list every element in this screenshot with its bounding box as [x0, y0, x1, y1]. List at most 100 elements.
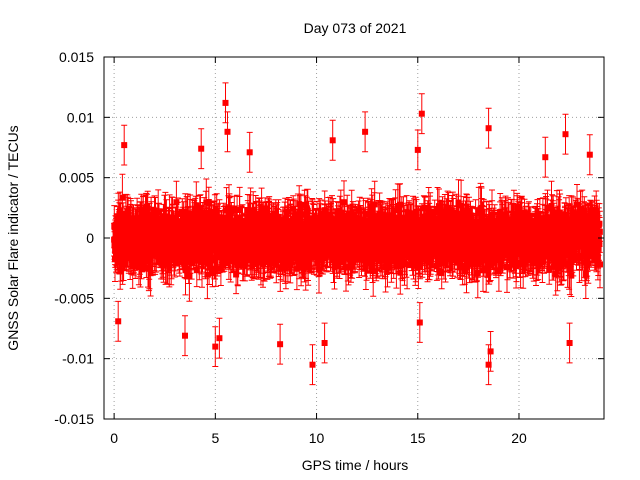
data-point — [312, 221, 319, 228]
data-point — [340, 229, 347, 236]
data-point — [222, 99, 229, 106]
data-point — [410, 233, 417, 240]
data-point — [462, 217, 469, 223]
data-point — [541, 241, 548, 248]
data-point — [209, 270, 216, 276]
data-point — [197, 204, 204, 211]
data-point — [487, 253, 494, 260]
data-point — [514, 204, 521, 210]
data-point — [280, 238, 287, 245]
data-point — [552, 271, 559, 277]
data-point — [238, 217, 245, 224]
data-point — [395, 221, 402, 228]
data-point — [282, 218, 289, 225]
data-point — [244, 214, 251, 221]
data-point — [225, 240, 232, 247]
data-point — [561, 260, 567, 267]
data-point — [484, 244, 491, 251]
data-point — [390, 223, 397, 230]
data-point — [349, 249, 356, 256]
axes: 0 5 10 15 20 -0.015 -0.01 -0.005 0 0.005 0.01 0.015 — [54, 49, 604, 446]
data-point — [424, 233, 431, 240]
data-point — [120, 255, 127, 262]
data-point — [521, 209, 528, 216]
data-point — [193, 251, 200, 258]
data-point — [438, 220, 445, 227]
data-point — [473, 260, 480, 267]
data-point — [233, 271, 240, 278]
data-point — [571, 222, 577, 229]
data-point — [393, 263, 400, 270]
data-point — [189, 217, 196, 224]
data-point — [320, 247, 327, 254]
data-point — [137, 262, 144, 268]
data-point — [420, 246, 427, 253]
data-point — [216, 335, 223, 342]
data-point — [566, 266, 573, 273]
data-point — [301, 201, 308, 208]
y-tick-label: -0.01 — [62, 351, 94, 367]
x-tick-label: 15 — [410, 430, 426, 446]
data-point — [115, 318, 122, 325]
data-point — [284, 208, 291, 215]
data-point — [439, 249, 446, 256]
data-point — [267, 250, 274, 257]
data-point — [557, 213, 564, 220]
data-point — [516, 249, 523, 256]
data-point — [152, 215, 159, 221]
data-point — [416, 319, 423, 326]
data-point — [134, 218, 141, 225]
data-point — [530, 252, 537, 259]
data-point — [377, 237, 384, 244]
data-point — [594, 231, 601, 238]
data-point — [468, 241, 474, 248]
data-point — [438, 254, 444, 261]
data-point — [463, 264, 470, 271]
data-point — [224, 128, 231, 135]
data-point — [163, 217, 170, 224]
data-point — [331, 264, 338, 271]
data-point — [595, 245, 602, 252]
data-point — [231, 247, 238, 254]
data-point — [416, 248, 423, 255]
data-point — [511, 249, 518, 256]
data-point — [518, 215, 525, 222]
data-point — [162, 213, 169, 220]
data-point — [296, 209, 303, 216]
data-point — [526, 254, 533, 260]
data-point — [212, 343, 219, 350]
data-point — [337, 210, 344, 217]
data-point — [327, 212, 333, 219]
data-point — [420, 239, 427, 246]
data-point — [410, 237, 417, 244]
data-point — [469, 219, 476, 226]
data-point — [323, 250, 330, 257]
data-point — [196, 211, 203, 218]
data-point — [424, 237, 431, 244]
y-tick-label: 0 — [86, 230, 94, 246]
data-point — [487, 348, 494, 355]
data-point — [588, 218, 595, 225]
data-point — [456, 214, 462, 221]
data-point — [261, 247, 267, 254]
data-point — [234, 259, 241, 266]
data-point — [300, 259, 307, 266]
data-point — [240, 261, 247, 268]
data-point — [321, 208, 328, 215]
data-point — [316, 216, 323, 223]
data-point — [427, 220, 434, 227]
data-point — [216, 214, 223, 221]
data-point — [302, 211, 309, 218]
x-tick-label: 0 — [110, 430, 118, 446]
data-point — [443, 209, 450, 216]
data-point — [152, 237, 159, 244]
data-point — [211, 210, 218, 217]
data-point — [156, 249, 163, 256]
data-point — [390, 256, 397, 263]
data-point — [596, 220, 603, 227]
data-point — [346, 236, 353, 243]
data-point — [374, 256, 381, 262]
y-tick-label: 0.01 — [67, 109, 94, 125]
data-point — [470, 225, 477, 232]
